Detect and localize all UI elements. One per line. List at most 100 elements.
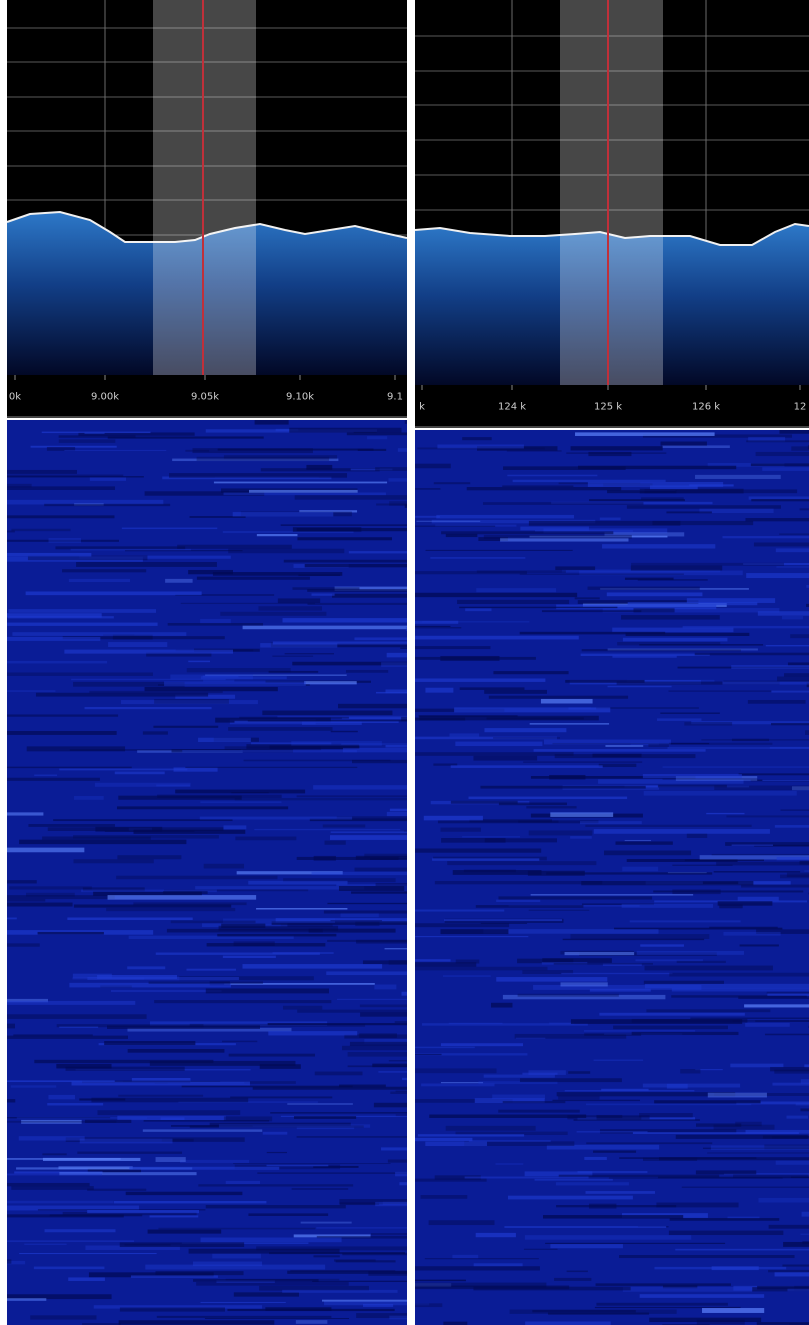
waterfall-streak xyxy=(565,1090,695,1091)
waterfall-streak xyxy=(248,881,347,885)
waterfall-streak xyxy=(605,745,643,747)
waterfall-streak xyxy=(775,825,809,828)
waterfall-streak xyxy=(134,830,246,834)
waterfall-streak xyxy=(748,700,806,704)
waterfall-streak xyxy=(292,1188,349,1190)
waterfall-streak xyxy=(153,726,218,728)
waterfall-streak xyxy=(520,1078,622,1082)
waterfall-streak xyxy=(405,636,579,640)
waterfall-streak xyxy=(745,1023,790,1027)
waterfall-streak xyxy=(403,752,574,756)
waterfall-streak xyxy=(425,1142,487,1146)
waterfall-streak xyxy=(242,964,382,969)
waterfall-streak xyxy=(468,797,627,800)
waterfall-streak xyxy=(633,608,674,612)
waterfall-streak xyxy=(669,743,772,745)
waterfall-streak xyxy=(206,988,329,993)
waterfall-streak xyxy=(177,545,292,549)
waterfall-streak xyxy=(663,766,809,767)
waterfall-streak xyxy=(441,1043,523,1046)
waterfall-streak xyxy=(762,780,809,781)
waterfall-streak xyxy=(219,1124,370,1127)
passband xyxy=(153,0,256,375)
waterfall-streak xyxy=(555,566,595,570)
waterfall-streak xyxy=(663,778,758,779)
waterfall-streak xyxy=(574,1119,700,1121)
waterfall-streak xyxy=(230,1096,332,1098)
waterfall-streak xyxy=(0,918,17,920)
waterfall-streak xyxy=(235,837,296,841)
waterfall-streak xyxy=(805,730,809,735)
waterfall-streak xyxy=(504,1226,666,1228)
waterfall-streak xyxy=(476,905,584,908)
waterfall-streak xyxy=(696,1170,756,1174)
waterfall-streak xyxy=(751,463,809,466)
waterfall-streak xyxy=(223,956,276,958)
waterfall-streak xyxy=(0,1261,25,1264)
waterfall-streak xyxy=(782,1265,809,1267)
tick-label: 9.10k xyxy=(286,392,314,403)
waterfall-streak xyxy=(68,1277,105,1281)
waterfall-streak xyxy=(723,536,809,538)
waterfall-streak xyxy=(513,480,666,482)
waterfall-streak xyxy=(441,1082,483,1083)
waterfall-streak xyxy=(746,573,809,578)
waterfall-streak xyxy=(771,723,809,725)
tick-label: 9.00k xyxy=(91,392,119,403)
waterfall-streak xyxy=(129,1167,279,1170)
waterfall-streak xyxy=(243,626,415,630)
waterfall-streak xyxy=(640,1294,765,1298)
waterfall-streak xyxy=(783,1242,809,1247)
waterfall-streak xyxy=(644,966,772,971)
waterfall-streak xyxy=(161,1117,185,1120)
waterfall-streak xyxy=(385,1266,540,1270)
waterfall-streak xyxy=(283,618,411,622)
waterfall-streak xyxy=(36,693,208,697)
waterfall-streak xyxy=(116,876,277,880)
waterfall-streak xyxy=(234,1292,299,1296)
waterfall-streak xyxy=(268,1023,439,1025)
waterfall-streak xyxy=(104,1041,195,1045)
waterfall-streak xyxy=(745,518,809,521)
waterfall-streak xyxy=(0,1259,11,1263)
waterfall-streak xyxy=(666,511,711,513)
waterfall-streak xyxy=(770,747,809,749)
waterfall-streak xyxy=(330,920,381,921)
waterfall-streak xyxy=(304,681,357,684)
waterfall-streak xyxy=(278,598,320,603)
waterfall-streak xyxy=(84,433,104,434)
waterfall-streak xyxy=(594,1060,644,1061)
tick-label: 125 k xyxy=(594,402,622,413)
waterfall-streak xyxy=(672,889,720,894)
waterfall-streak xyxy=(730,1064,783,1068)
waterfall-streak xyxy=(777,857,809,860)
waterfall-streak xyxy=(680,1069,700,1073)
waterfall-streak xyxy=(339,1085,386,1088)
waterfall-streak xyxy=(331,731,358,732)
waterfall-streak xyxy=(580,821,642,824)
waterfall-streak xyxy=(462,836,520,837)
waterfall-streak xyxy=(73,977,145,979)
waterfall-streak xyxy=(476,1233,516,1237)
waterfall-streak xyxy=(201,1302,286,1303)
waterfall-streak xyxy=(718,901,773,905)
waterfall-streak xyxy=(346,670,388,673)
waterfall-streak xyxy=(297,1010,422,1013)
waterfall-streak xyxy=(625,840,651,841)
waterfall-streak xyxy=(776,566,809,567)
waterfall-streak xyxy=(270,1112,438,1114)
waterfall-streak xyxy=(34,1267,105,1270)
waterfall-streak xyxy=(262,711,392,716)
waterfall-streak xyxy=(669,1231,783,1235)
waterfall-streak xyxy=(114,1201,266,1203)
waterfall-streak xyxy=(421,1084,494,1087)
waterfall-streak xyxy=(630,920,741,922)
waterfall-streak xyxy=(263,1132,288,1135)
waterfall-streak xyxy=(19,840,186,844)
waterfall-streak xyxy=(556,1182,629,1185)
waterfall-streak xyxy=(570,836,592,839)
waterfall-streak xyxy=(416,521,480,522)
waterfall-streak xyxy=(59,435,136,437)
waterfall-streak xyxy=(213,572,342,576)
waterfall-streak xyxy=(0,1024,15,1029)
